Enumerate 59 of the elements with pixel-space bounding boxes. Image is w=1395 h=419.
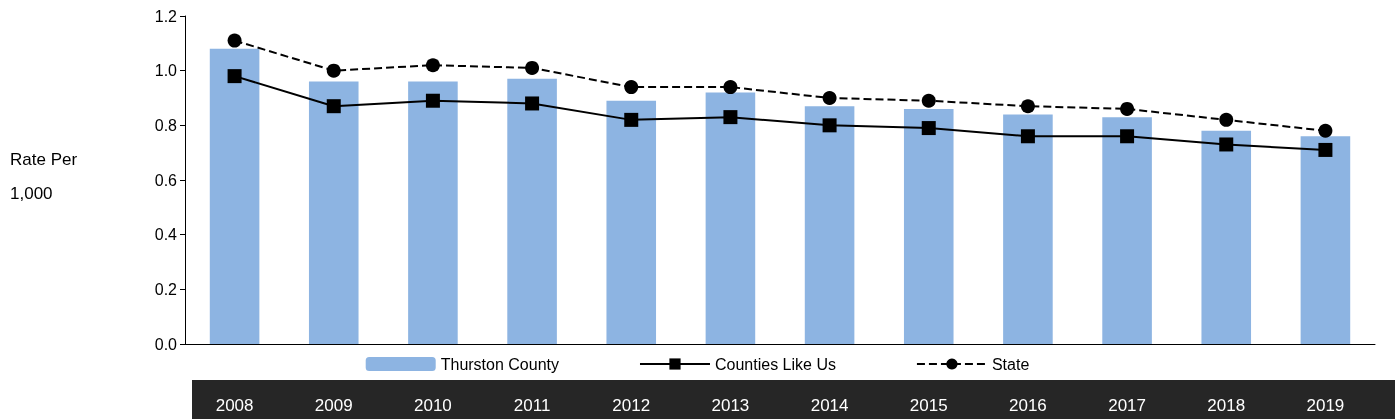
point [326,99,341,114]
point [624,80,639,95]
y-tick-label: 0.2 [154,280,178,298]
x-tick-label: 2010 [414,396,452,415]
legend-label: Counties Like Us [714,355,836,373]
bar [1300,136,1351,344]
point [425,58,440,73]
y-tick-label: 1.0 [154,62,178,80]
point [227,33,242,48]
bar [1102,117,1152,344]
y-tick-label: 0.0 [154,335,178,353]
bar [209,48,260,344]
point [822,118,837,133]
x-tick-label: 2011 [513,396,551,415]
point [1020,129,1035,144]
y-tick-label: 1.2 [154,7,178,25]
point [1120,101,1135,116]
bar [308,81,359,344]
y-tick-label: 0.8 [154,116,178,134]
bar [903,108,954,344]
x-tick-label: 2009 [314,396,353,415]
point [624,112,639,127]
point [227,69,242,84]
bar [1003,114,1053,344]
x-tick-label: 2019 [1306,396,1345,415]
bar [705,92,756,344]
point [723,80,738,95]
point [525,96,540,111]
x-tick-label: 2015 [909,396,948,415]
x-tick-label: 2012 [612,396,651,415]
legend-label: State [991,355,1030,373]
point [921,121,936,136]
point [1219,137,1234,152]
point [1318,142,1333,157]
point [921,93,936,108]
point [525,60,540,75]
legend-label: Thurston County [440,355,559,373]
y-tick-label: 0.6 [154,171,178,189]
x-tick-label: 2017 [1108,396,1146,415]
point [1020,99,1035,114]
bar [408,81,458,344]
x-tick-label: 2014 [810,396,849,415]
x-tick-label: 2016 [1009,396,1047,415]
point [723,110,738,125]
point [1318,123,1333,138]
point [425,93,440,108]
bar [606,100,657,344]
y-tick-label: 0.4 [154,226,178,244]
point [1120,129,1135,144]
point [326,63,341,78]
bar [507,78,557,344]
x-tick-label: 2008 [215,396,254,415]
point [1219,112,1234,127]
x-tick-label: 2018 [1207,396,1246,415]
point [822,91,837,105]
bar [1201,130,1252,344]
y-axis-title: Rate Per 1,000 [10,149,78,203]
bar [804,106,855,344]
x-tick-label: 2013 [711,396,750,415]
